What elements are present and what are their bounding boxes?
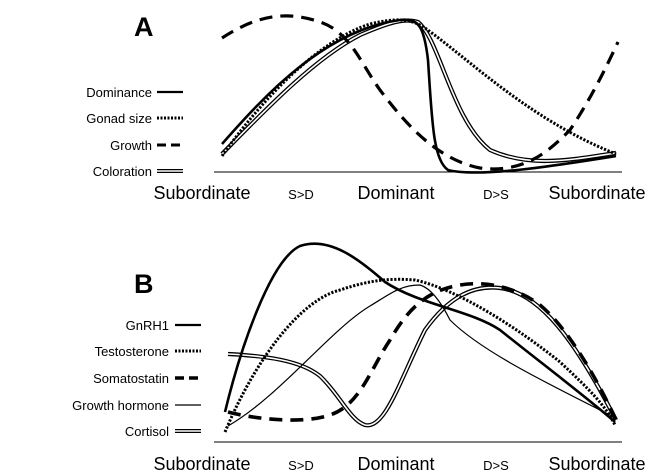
panel-b-x-subordinate-right: Subordinate bbox=[548, 454, 645, 474]
panel-b-x-labels: Subordinate S>D Dominant D>S Subordinate bbox=[153, 454, 645, 474]
legend-growth-label: Growth bbox=[110, 138, 152, 153]
growth-curve bbox=[221, 14, 620, 171]
panel-a-x-dominant: Dominant bbox=[357, 183, 434, 203]
panel-a-label: A bbox=[134, 12, 154, 42]
panel-b-x-subordinate-left: Subordinate bbox=[153, 454, 250, 474]
testosterone-curve bbox=[223, 277, 617, 433]
legend-growth-hormone-label: Growth hormone bbox=[72, 398, 169, 413]
panel-b-label: B bbox=[134, 269, 154, 299]
coloration-curve bbox=[220, 18, 617, 164]
legend-gnrh1-label: GnRH1 bbox=[126, 318, 169, 333]
gnrh1-curve bbox=[223, 242, 616, 423]
legend-gonad-size-label: Gonad size bbox=[86, 111, 152, 126]
panel-a: A Dominance Gonad size Growth Coloration bbox=[86, 12, 645, 203]
growth-hormone-curve bbox=[227, 284, 617, 427]
somatostatin-curve bbox=[227, 281, 618, 422]
panel-a-legend: Dominance Gonad size Growth Coloration bbox=[86, 85, 183, 179]
legend-somatostatin-label: Somatostatin bbox=[93, 371, 169, 386]
legend-cortisol-label: Cortisol bbox=[125, 424, 169, 439]
panel-b-legend: GnRH1 Testosterone Somatostatin Growth h… bbox=[72, 318, 201, 439]
panel-a-x-subordinate-left: Subordinate bbox=[153, 183, 250, 203]
panel-a-x-d-to-s: D>S bbox=[483, 187, 509, 202]
panel-b: B GnRH1 Testosterone Somatostatin Growth… bbox=[72, 242, 646, 474]
dominance-curve bbox=[221, 18, 617, 174]
panel-a-x-labels: Subordinate S>D Dominant D>S Subordinate bbox=[153, 183, 645, 203]
legend-testosterone-label: Testosterone bbox=[95, 344, 169, 359]
legend-dominance-label: Dominance bbox=[86, 85, 152, 100]
panel-b-x-dominant: Dominant bbox=[357, 454, 434, 474]
panel-a-curves bbox=[220, 14, 620, 174]
panel-b-curves bbox=[223, 242, 618, 433]
cortisol-curve bbox=[227, 285, 618, 428]
panel-b-x-d-to-s: D>S bbox=[483, 458, 509, 473]
panel-b-x-s-to-d: S>D bbox=[288, 458, 314, 473]
panel-a-x-subordinate-right: Subordinate bbox=[548, 183, 645, 203]
panel-a-x-s-to-d: S>D bbox=[288, 187, 314, 202]
legend-coloration-label: Coloration bbox=[93, 164, 152, 179]
